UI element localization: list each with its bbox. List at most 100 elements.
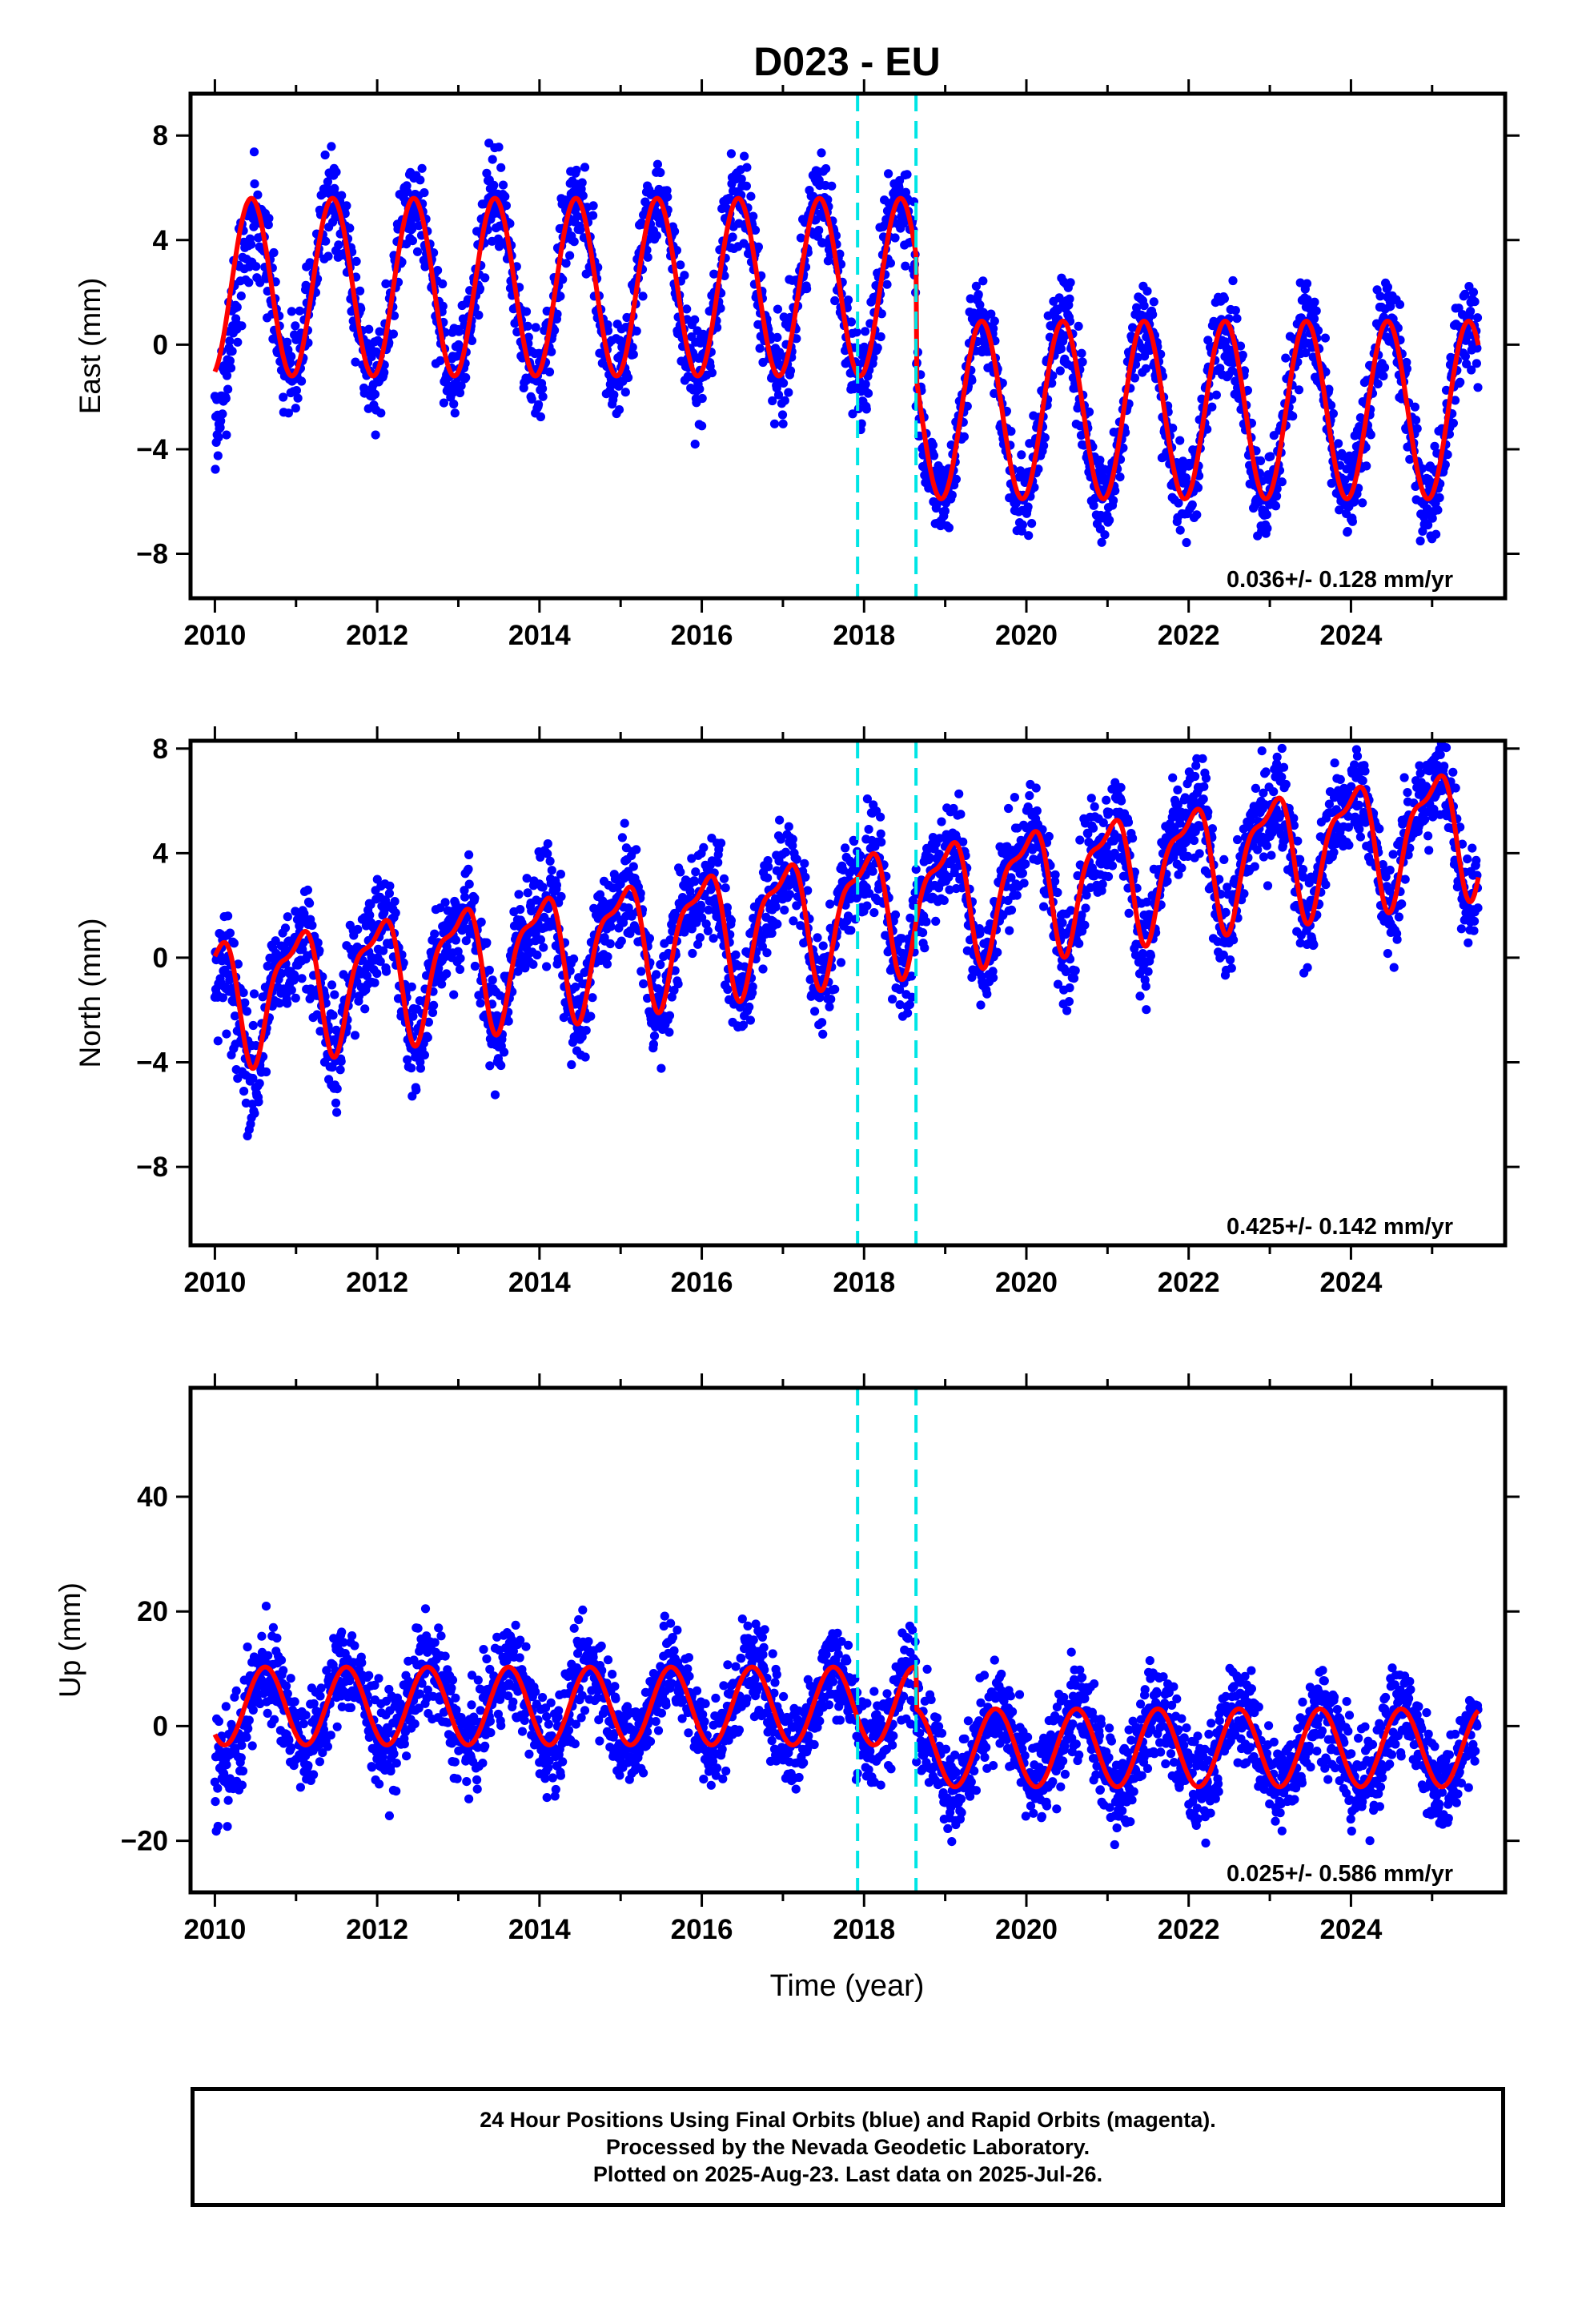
north-data-point <box>699 842 709 852</box>
east-data-point <box>773 332 782 342</box>
east-data-point <box>408 224 417 234</box>
east-data-point <box>488 155 497 164</box>
east-data-point <box>287 352 296 361</box>
east-data-point <box>1115 472 1125 482</box>
east-data-point <box>1056 344 1066 354</box>
east-data-point <box>1379 372 1388 381</box>
north-data-point <box>921 917 931 927</box>
east-data-point <box>628 343 637 352</box>
east-data-point <box>1228 275 1238 286</box>
north-data-point <box>775 815 785 825</box>
east-step-lines <box>856 94 918 598</box>
north-data-point <box>1050 877 1060 887</box>
north-data-point <box>792 854 801 864</box>
north-data-point <box>598 896 608 906</box>
north-data-point <box>484 965 494 975</box>
east-data-point <box>1148 310 1158 320</box>
east-data-point <box>538 392 548 401</box>
north-data-point <box>277 969 287 979</box>
north-data-point <box>538 883 548 892</box>
north-data-point <box>547 866 556 875</box>
east-data-point <box>690 315 700 324</box>
north-data-point <box>1050 870 1060 879</box>
east-data-point <box>947 490 957 500</box>
east-data-point <box>1324 384 1334 394</box>
east-data-point <box>1040 432 1050 443</box>
east-data-point <box>971 281 981 291</box>
north-data-point <box>1098 818 1108 827</box>
east-data-point <box>895 175 905 186</box>
east-data-point <box>1395 300 1405 309</box>
north-data-point <box>567 1059 576 1070</box>
east-data-point <box>1066 278 1075 287</box>
east-data-point <box>814 226 824 235</box>
east-y-tick-label: −8 <box>136 539 168 570</box>
north-data-point <box>1090 802 1099 811</box>
north-data-point <box>500 1047 509 1057</box>
east-data-point <box>355 286 365 296</box>
north-data-point <box>649 1031 660 1041</box>
east-data-point <box>690 440 700 449</box>
north-data-point <box>379 946 388 955</box>
north-data-point <box>975 929 985 939</box>
east-data-point <box>552 309 562 319</box>
east-y-tick-label: 4 <box>153 225 169 256</box>
east-data-point <box>572 165 581 175</box>
north-data-point <box>877 838 886 847</box>
east-data-point <box>1448 418 1458 428</box>
north-data-point <box>803 886 813 895</box>
north-data-point <box>1044 831 1054 842</box>
north-data-point <box>1138 949 1147 959</box>
north-data-point <box>701 919 711 929</box>
north-data-point <box>776 834 785 844</box>
east-data-point <box>323 251 333 261</box>
north-data-point <box>332 1084 342 1094</box>
east-data-point <box>792 334 801 344</box>
north-data-point <box>1098 879 1107 889</box>
east-data-point <box>416 175 425 185</box>
east-data-point <box>944 523 954 533</box>
east-data-point <box>438 301 448 311</box>
north-data-point <box>690 877 700 887</box>
east-data-point <box>221 393 231 404</box>
north-data-point <box>1081 903 1090 913</box>
north-data-point <box>569 954 579 963</box>
north-data-point <box>283 912 292 922</box>
north-data-point <box>375 957 385 967</box>
north-data-point <box>784 822 793 831</box>
east-data-point <box>1027 519 1037 529</box>
north-data-point <box>536 852 545 862</box>
east-data-point <box>1192 510 1202 520</box>
east-data-point <box>1303 295 1312 304</box>
east-data-point <box>279 392 288 402</box>
north-data-point <box>695 933 705 943</box>
east-data-point <box>291 386 301 396</box>
north-data-point <box>242 1007 252 1016</box>
east-data-point <box>1402 357 1411 368</box>
east-data-point <box>1089 501 1098 510</box>
east-data-point <box>544 367 555 377</box>
east-data-point <box>1460 352 1470 361</box>
east-data-point <box>569 237 579 247</box>
north-data-point <box>605 939 615 949</box>
north-data-point <box>895 1000 905 1010</box>
east-data-point <box>902 170 912 179</box>
east-data-point <box>1412 424 1422 433</box>
north-data-point <box>789 916 798 926</box>
north-data-point <box>532 950 542 960</box>
east-data-point <box>436 356 445 365</box>
east-data-point <box>293 393 303 403</box>
east-data-point <box>1418 526 1427 537</box>
east-data-point <box>295 306 304 316</box>
east-data-point <box>327 142 336 151</box>
north-data-point <box>298 944 307 955</box>
north-data-point <box>496 1060 506 1071</box>
east-data-point <box>550 325 560 336</box>
east-data-point <box>1139 301 1149 311</box>
north-data-point <box>780 905 789 915</box>
east-data-point <box>929 451 939 460</box>
east-data-point <box>1097 537 1106 547</box>
east-data-point <box>928 440 938 450</box>
east-data-point <box>1047 378 1057 388</box>
north-data-point <box>862 901 872 911</box>
